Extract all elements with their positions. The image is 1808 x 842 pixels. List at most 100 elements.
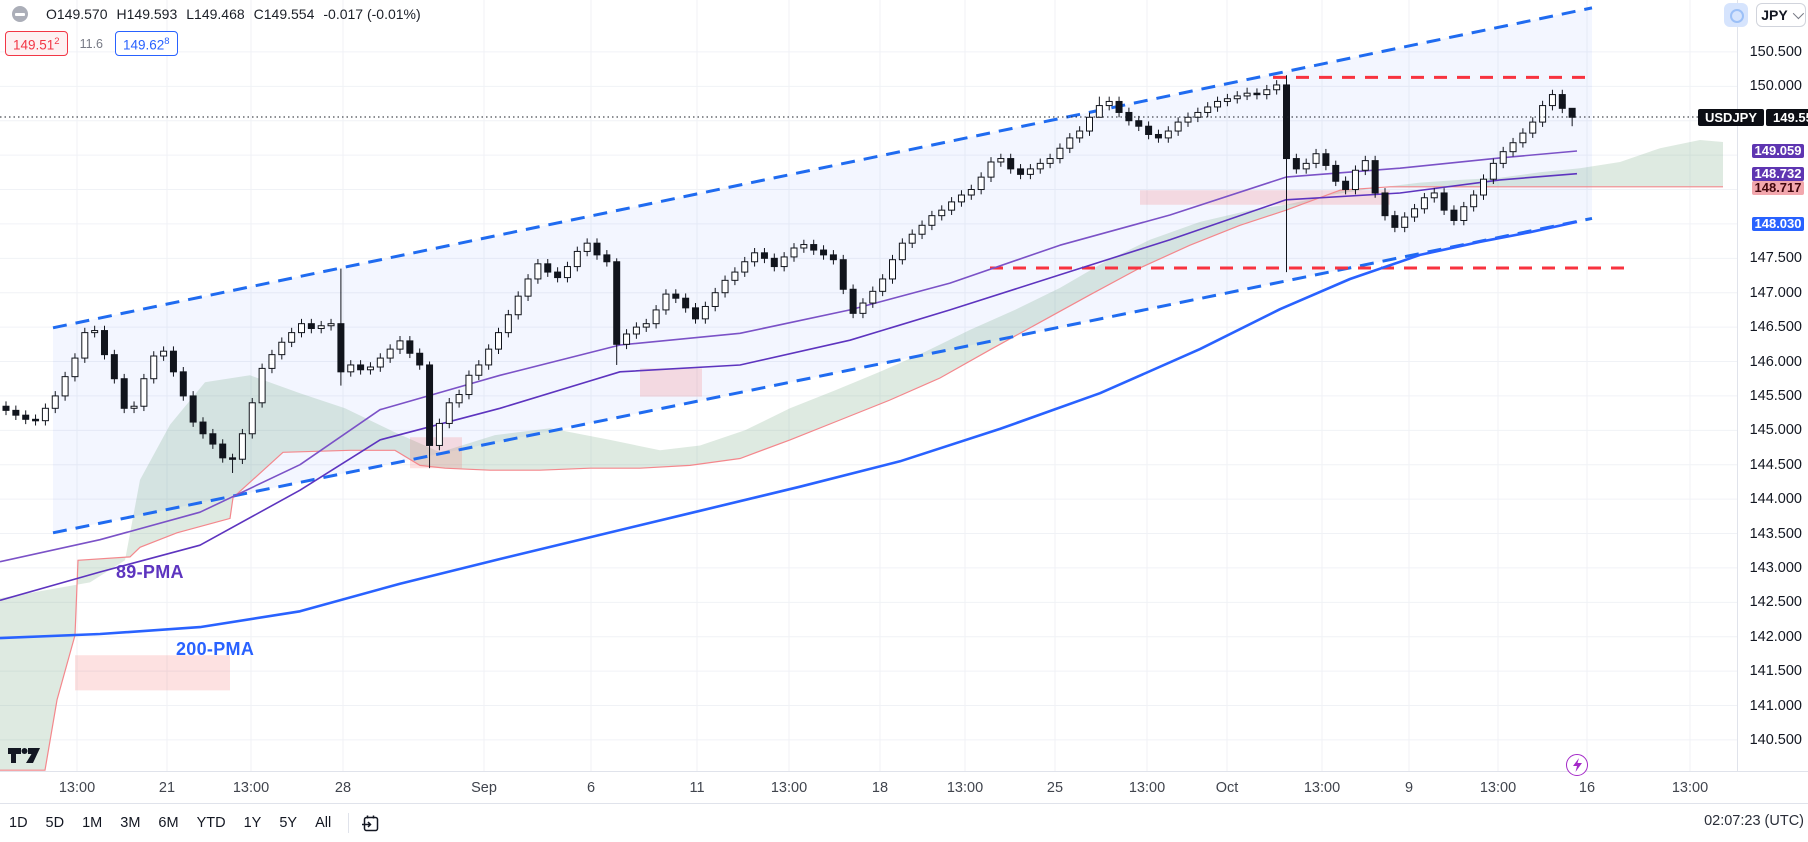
candle-body[interactable] (1164, 130, 1172, 139)
candle-body[interactable] (898, 242, 906, 261)
candle-body[interactable] (317, 325, 325, 329)
channel-upper-line[interactable] (52, 6, 1593, 330)
candle-body[interactable] (1332, 164, 1340, 182)
range-button-ytd[interactable]: YTD (196, 815, 226, 831)
candle-body[interactable] (1312, 153, 1320, 164)
price-axis[interactable]: 150.500 150.000 147.500 147.000 146.500 146.0… (1698, 0, 1808, 771)
candle-body[interactable] (199, 421, 207, 435)
candle-body[interactable] (91, 330, 99, 334)
candle-body[interactable] (711, 292, 719, 307)
tradingview-logo[interactable] (8, 747, 40, 764)
candle-body[interactable] (140, 378, 148, 407)
candle-body[interactable] (889, 259, 896, 280)
range-button-5d[interactable]: 5D (45, 815, 65, 831)
candle-body[interactable] (1401, 216, 1409, 228)
candle-body[interactable] (1105, 100, 1113, 107)
candle-body[interactable] (81, 332, 89, 359)
time-axis[interactable]: 13:00 21 13:00 28 Sep 6 11 13:00 18 13:00 25 13:00 O… (0, 772, 1737, 803)
candle-body[interactable] (1558, 94, 1566, 109)
pma89-line[interactable] (0, 172, 1578, 602)
candle-body[interactable] (189, 395, 197, 423)
candle-body[interactable] (563, 266, 571, 279)
candle-body[interactable] (1174, 121, 1182, 132)
candle-body[interactable] (1342, 180, 1350, 191)
candle-body[interactable] (948, 201, 956, 211)
candle-body[interactable] (780, 256, 788, 268)
candle-body[interactable] (1391, 215, 1399, 228)
candle-body[interactable] (770, 257, 778, 268)
ask-price-badge[interactable]: 149.628 (115, 30, 178, 57)
candle-body[interactable] (179, 371, 187, 397)
candle-body[interactable] (1056, 147, 1064, 160)
candle-body[interactable] (1322, 153, 1330, 166)
boost-lightning-icon[interactable] (1566, 754, 1588, 776)
candle-body[interactable] (554, 271, 562, 279)
candle-body[interactable] (859, 302, 867, 314)
candle-body[interactable] (169, 350, 177, 373)
range-button-1m[interactable]: 1M (82, 815, 103, 831)
candle-body[interactable] (1283, 84, 1290, 160)
candle-body[interactable] (672, 293, 680, 299)
channel-lower-line[interactable] (52, 216, 1593, 535)
candle-body[interactable] (1066, 137, 1074, 149)
candle-body[interactable] (820, 249, 828, 256)
candle-body[interactable] (1568, 107, 1576, 118)
candle-body[interactable] (879, 278, 887, 292)
candle-body[interactable] (1204, 106, 1212, 113)
candle-body[interactable] (298, 323, 305, 334)
candle-body[interactable] (278, 341, 286, 356)
candle-body[interactable] (209, 433, 217, 445)
candle-body[interactable] (258, 367, 266, 404)
candle-body[interactable] (1489, 162, 1497, 180)
candle-body[interactable] (288, 332, 296, 343)
candle-body[interactable] (61, 376, 69, 397)
candle-body[interactable] (229, 457, 237, 460)
candle-body[interactable] (829, 254, 837, 261)
range-button-all[interactable]: All (315, 815, 332, 831)
candle-body[interactable] (731, 271, 739, 281)
candle-body[interactable] (1351, 169, 1359, 191)
chart-plot-area[interactable]: 89-PMA 200-PMA (0, 0, 1737, 771)
candle-body[interactable] (1115, 100, 1123, 113)
candle-body[interactable] (997, 158, 1005, 163)
candle-body[interactable] (445, 402, 453, 424)
candle-body[interactable] (406, 340, 414, 354)
candle-body[interactable] (219, 443, 227, 459)
candle-body[interactable] (1253, 92, 1261, 96)
candle-body[interactable] (603, 254, 611, 263)
range-button-6m[interactable]: 6M (158, 815, 179, 831)
candle-body[interactable] (110, 354, 118, 380)
candle-body[interactable] (1499, 151, 1507, 164)
compare-symbol-icon[interactable] (1724, 3, 1748, 27)
candle-body[interactable] (1263, 89, 1271, 96)
candle-body[interactable] (1086, 116, 1093, 132)
candle-body[interactable] (1381, 192, 1389, 217)
candle-body[interactable] (1420, 197, 1428, 210)
candle-body[interactable] (327, 323, 335, 327)
candle-body[interactable] (337, 323, 345, 373)
candle-body[interactable] (12, 409, 20, 416)
candle-body[interactable] (593, 242, 601, 256)
candle-body[interactable] (908, 233, 916, 244)
candle-body[interactable] (957, 194, 965, 203)
candle-body[interactable] (790, 247, 798, 258)
range-button-3m[interactable]: 3M (120, 815, 141, 831)
range-button-5y[interactable]: 5Y (279, 815, 298, 831)
candle-body[interactable] (347, 364, 355, 373)
candle-body[interactable] (366, 366, 374, 371)
candlestick-chart[interactable] (0, 0, 1737, 771)
candle-body[interactable] (1509, 142, 1517, 153)
candle-body[interactable] (1076, 130, 1084, 139)
candle-body[interactable] (938, 209, 946, 217)
candle-body[interactable] (120, 378, 128, 409)
candle-body[interactable] (1223, 98, 1231, 102)
candle-body[interactable] (810, 244, 818, 251)
candle-body[interactable] (51, 395, 59, 409)
candle-body[interactable] (692, 307, 699, 320)
utc-clock[interactable]: 02:07:23 (UTC) (1704, 813, 1804, 829)
candle-body[interactable] (1411, 208, 1419, 218)
candle-body[interactable] (977, 176, 985, 191)
candle-body[interactable] (544, 263, 552, 273)
candle-body[interactable] (721, 279, 729, 294)
candle-body[interactable] (642, 323, 650, 328)
